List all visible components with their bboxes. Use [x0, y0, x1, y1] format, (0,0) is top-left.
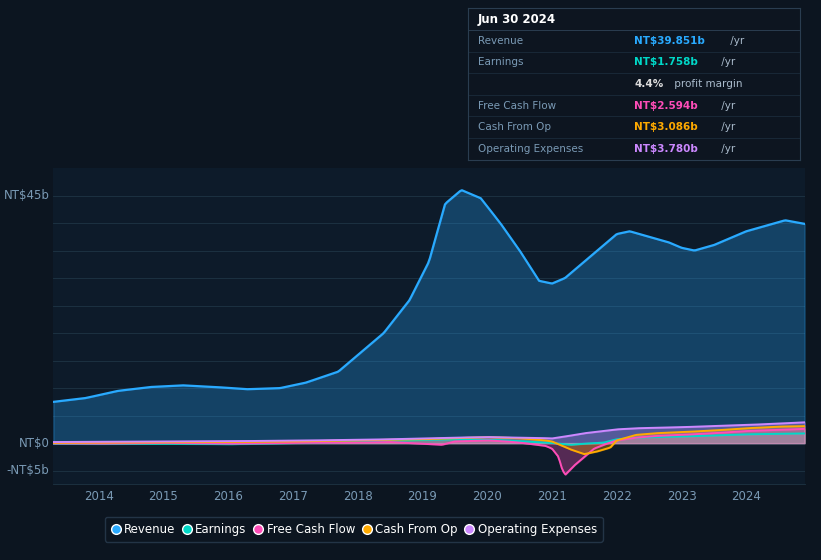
Text: Jun 30 2024: Jun 30 2024	[478, 13, 556, 26]
Text: Operating Expenses: Operating Expenses	[478, 144, 583, 154]
Legend: Revenue, Earnings, Free Cash Flow, Cash From Op, Operating Expenses: Revenue, Earnings, Free Cash Flow, Cash …	[105, 517, 603, 542]
Text: Free Cash Flow: Free Cash Flow	[478, 101, 556, 111]
Text: NT$3.086b: NT$3.086b	[635, 122, 698, 132]
Text: profit margin: profit margin	[672, 79, 743, 89]
Text: /yr: /yr	[718, 58, 736, 67]
Text: NT$45b: NT$45b	[4, 189, 49, 202]
Text: /yr: /yr	[718, 122, 736, 132]
Text: /yr: /yr	[718, 101, 736, 111]
Text: /yr: /yr	[727, 36, 745, 46]
Text: NT$3.780b: NT$3.780b	[635, 144, 698, 154]
Text: NT$0: NT$0	[19, 437, 49, 450]
Text: 4.4%: 4.4%	[635, 79, 663, 89]
Text: Earnings: Earnings	[478, 58, 524, 67]
Text: NT$1.758b: NT$1.758b	[635, 58, 698, 67]
Text: NT$2.594b: NT$2.594b	[635, 101, 698, 111]
Text: -NT$5b: -NT$5b	[7, 464, 49, 477]
Text: NT$39.851b: NT$39.851b	[635, 36, 705, 46]
Text: Revenue: Revenue	[478, 36, 523, 46]
Text: Cash From Op: Cash From Op	[478, 122, 551, 132]
Text: /yr: /yr	[718, 144, 736, 154]
